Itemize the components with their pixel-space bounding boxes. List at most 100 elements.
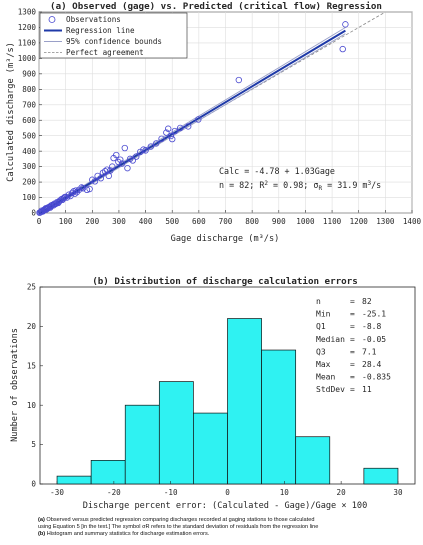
stat-label: Q1 — [316, 322, 326, 331]
x-tick-label: 600 — [192, 217, 206, 226]
y-tick-label: 20 — [27, 322, 37, 331]
histogram-bar — [124, 404, 160, 485]
panel-a-y-tick-labels: 0 100 200 300 400 500 600 700 800 900 1000 1100 1200… — [18, 8, 37, 218]
observation-point — [342, 21, 349, 28]
stat-value: 82 — [362, 297, 372, 306]
stat-label: Median — [316, 335, 345, 344]
x-tick-label: 1300 — [376, 217, 395, 226]
observation-point — [94, 172, 101, 180]
observation-point — [142, 147, 149, 154]
observation-point — [47, 202, 55, 209]
regression-line — [38, 29, 346, 215]
stat-value: 11 — [362, 385, 372, 394]
y-tick-label: 400 — [22, 147, 36, 156]
x-tick-label: 0 — [37, 217, 42, 226]
stat-value: -8.8 — [362, 322, 381, 331]
stat-equals: = — [350, 310, 355, 319]
stat-label: n — [316, 297, 321, 306]
observation-point — [129, 157, 136, 164]
observation-point — [158, 135, 165, 142]
observation-point — [165, 125, 172, 132]
observation-point — [61, 194, 68, 201]
observation-point — [153, 140, 160, 147]
observation-point — [67, 192, 74, 200]
histogram-bar — [295, 436, 331, 485]
observation-point — [124, 164, 131, 172]
observation-point — [118, 160, 126, 167]
observation-point — [163, 129, 170, 136]
x-tick-label: 30 — [393, 488, 403, 497]
regression-equation: Calc = -4.78 + 1.03Gage — [219, 166, 335, 176]
stat-equals: = — [350, 373, 355, 382]
x-tick-label: 1100 — [323, 217, 342, 226]
y-tick-label: 100 — [22, 193, 36, 202]
stat-value: -0.05 — [362, 335, 386, 344]
panel-b-x-tick-labels: -30 -20 -10 0 10 20 30 — [50, 481, 403, 497]
panel-b-y-axis-label: Number of observations — [10, 328, 20, 442]
y-tick-label: 300 — [22, 162, 36, 171]
stat-label: Min — [316, 310, 331, 319]
stat-value: -0.835 — [362, 373, 391, 382]
legend-regression-label: Regression line — [66, 26, 135, 35]
legend-bounds-label: 95% confidence bounds — [66, 37, 162, 46]
panel-a-x-axis-label: Gage discharge (m³/s) — [171, 234, 280, 244]
stat-equals: = — [350, 335, 355, 344]
observation-point — [339, 45, 346, 53]
panel-a-chart: 0 100 200 300 400 500 600 700 800 900 1000 1100 1200… — [6, 1, 422, 244]
observation-point — [72, 187, 79, 194]
x-tick-label: 500 — [165, 217, 179, 226]
stat-equals: = — [350, 297, 355, 306]
x-tick-label: 300 — [112, 217, 126, 226]
x-tick-label: -30 — [50, 488, 64, 497]
histogram-bar — [227, 318, 262, 485]
observation-point — [113, 151, 120, 159]
observation-point — [171, 127, 179, 135]
x-tick-label: 1200 — [350, 217, 369, 226]
x-tick-label: 1400 — [403, 217, 422, 226]
regression-stats: n = 82; R2 = 0.98; σR = 31.9 m3/s — [219, 180, 381, 192]
caption-a-text2: using Equation 5 [in the text.] The symb… — [38, 524, 319, 530]
x-tick-label: 1000 — [296, 217, 315, 226]
observation-point — [99, 169, 107, 176]
caption-a-text: Observed versus predicted regression com… — [46, 517, 315, 523]
stat-value: 7.1 — [362, 347, 377, 356]
x-tick-label: 800 — [245, 217, 259, 226]
observation-point — [184, 123, 192, 130]
observation-point — [79, 185, 87, 192]
y-tick-label: 5 — [31, 440, 36, 449]
histogram-bar — [158, 381, 194, 485]
y-tick-label: 10 — [27, 401, 37, 410]
y-tick-label: 1300 — [18, 8, 37, 17]
stat-label: Mean — [316, 373, 335, 382]
y-tick-label: 15 — [27, 361, 36, 370]
y-tick-label: 200 — [22, 178, 36, 187]
panel-b-chart: -30 -20 -10 0 10 20 30 0 5 10 15 20 25 (b) Distribu… — [10, 276, 416, 511]
y-tick-label: 500 — [22, 131, 36, 140]
y-tick-label: 800 — [22, 85, 36, 94]
x-tick-label: 10 — [280, 488, 290, 497]
x-tick-label: 900 — [272, 217, 286, 226]
x-tick-label: 20 — [337, 488, 347, 497]
histogram-bar — [90, 460, 126, 485]
x-tick-label: -20 — [107, 488, 121, 497]
observation-point — [60, 195, 67, 202]
observation-point — [195, 116, 202, 123]
panel-b-x-axis-label: Discharge percent error: (Calculated - G… — [83, 501, 368, 511]
x-tick-label: 700 — [219, 217, 233, 226]
x-tick-label: 100 — [59, 217, 73, 226]
observation-point — [91, 178, 99, 185]
y-tick-label: 0 — [31, 209, 36, 218]
x-tick-label: -10 — [164, 488, 178, 497]
stat-label: StdDev — [316, 385, 345, 394]
lower-confidence-bound — [38, 33, 346, 216]
observation-point — [235, 76, 243, 84]
legend-perfect-label: Perfect agreement — [66, 48, 144, 57]
observation-point — [42, 205, 49, 212]
observation-point — [55, 198, 63, 206]
caption-a-cont: using Equation 5 [in the text.] The symb… — [38, 524, 420, 531]
panel-b-y-tick-labels: 0 5 10 15 20 25 — [27, 283, 43, 489]
y-tick-label: 0 — [31, 480, 36, 489]
stat-label: Q3 — [316, 347, 326, 356]
x-tick-label: 400 — [139, 217, 153, 226]
legend-box — [39, 12, 188, 59]
